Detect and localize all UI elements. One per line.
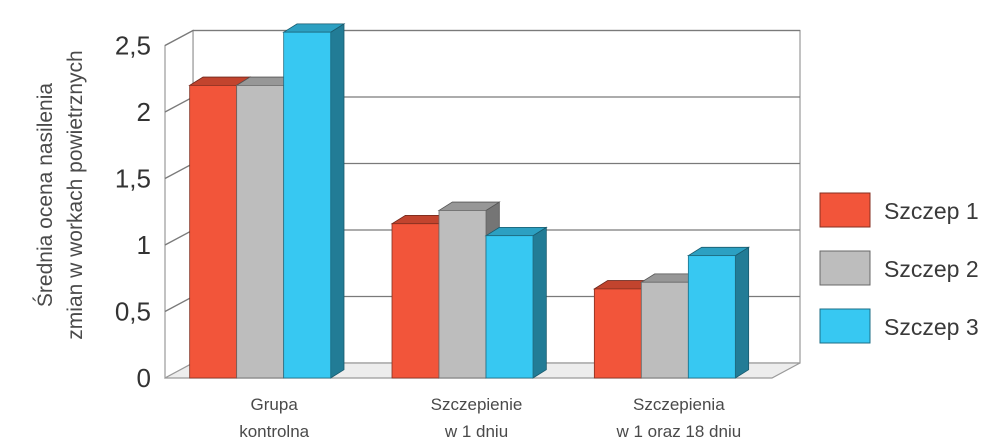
bar-side (532, 226, 547, 379)
x-axis-labels: Grupa kontrolna Szczepienie w 1 dniu Szczepi… (239, 395, 741, 441)
y-axis-label-line-2: zmian w workach powietrznych (64, 50, 87, 339)
legend-swatch (819, 192, 871, 228)
legend-label: Szczep 3 (884, 314, 979, 340)
gridline (164, 29, 800, 47)
y-axis-ticks: 0 0,5 1 1,5 2 2,5 (115, 31, 151, 394)
side-wall (164, 29, 194, 380)
bar-front (485, 235, 534, 379)
legend-item: Szczep 3 (819, 308, 979, 344)
legend-swatch (819, 250, 871, 286)
bar-side (734, 246, 750, 379)
bar-front (640, 281, 689, 379)
y-axis-label-line-1: Średnia ocena nasilenia (33, 83, 57, 307)
x-tick-label: Szczepienia w 1 oraz 18 dniu (615, 395, 741, 441)
bar-side (330, 23, 345, 379)
bar (484, 226, 548, 379)
y-axis-label: Średnia ocena nasilenia zmian w workach … (33, 50, 87, 339)
legend-item: Szczep 1 (819, 192, 979, 228)
y-tick-label: 1 (137, 230, 151, 260)
bar-front (391, 223, 440, 379)
x-tick-label: Grupa kontrolna (239, 395, 309, 441)
bar-front (593, 288, 642, 379)
legend: Szczep 1 Szczep 2 Szczep 3 (819, 192, 979, 344)
y-tick-label: 0,5 (115, 297, 151, 327)
legend-label: Szczep 1 (884, 198, 979, 224)
legend-swatch (819, 308, 871, 344)
bar-front (236, 85, 285, 379)
y-tick-label: 2 (137, 97, 151, 127)
x-tick-label: Szczepienie w 1 dniu (431, 395, 523, 441)
bar (686, 246, 751, 379)
bar-front (438, 210, 487, 379)
y-tick-label: 0 (137, 363, 151, 393)
legend-label: Szczep 2 (884, 256, 979, 282)
bars (188, 23, 751, 379)
bar-front (283, 31, 332, 379)
bar-front (189, 85, 238, 379)
bar (282, 23, 346, 379)
y-tick-label: 2,5 (115, 31, 151, 61)
y-tick-label: 1,5 (115, 164, 151, 194)
bar-front (687, 255, 736, 379)
legend-item: Szczep 2 (819, 250, 979, 286)
